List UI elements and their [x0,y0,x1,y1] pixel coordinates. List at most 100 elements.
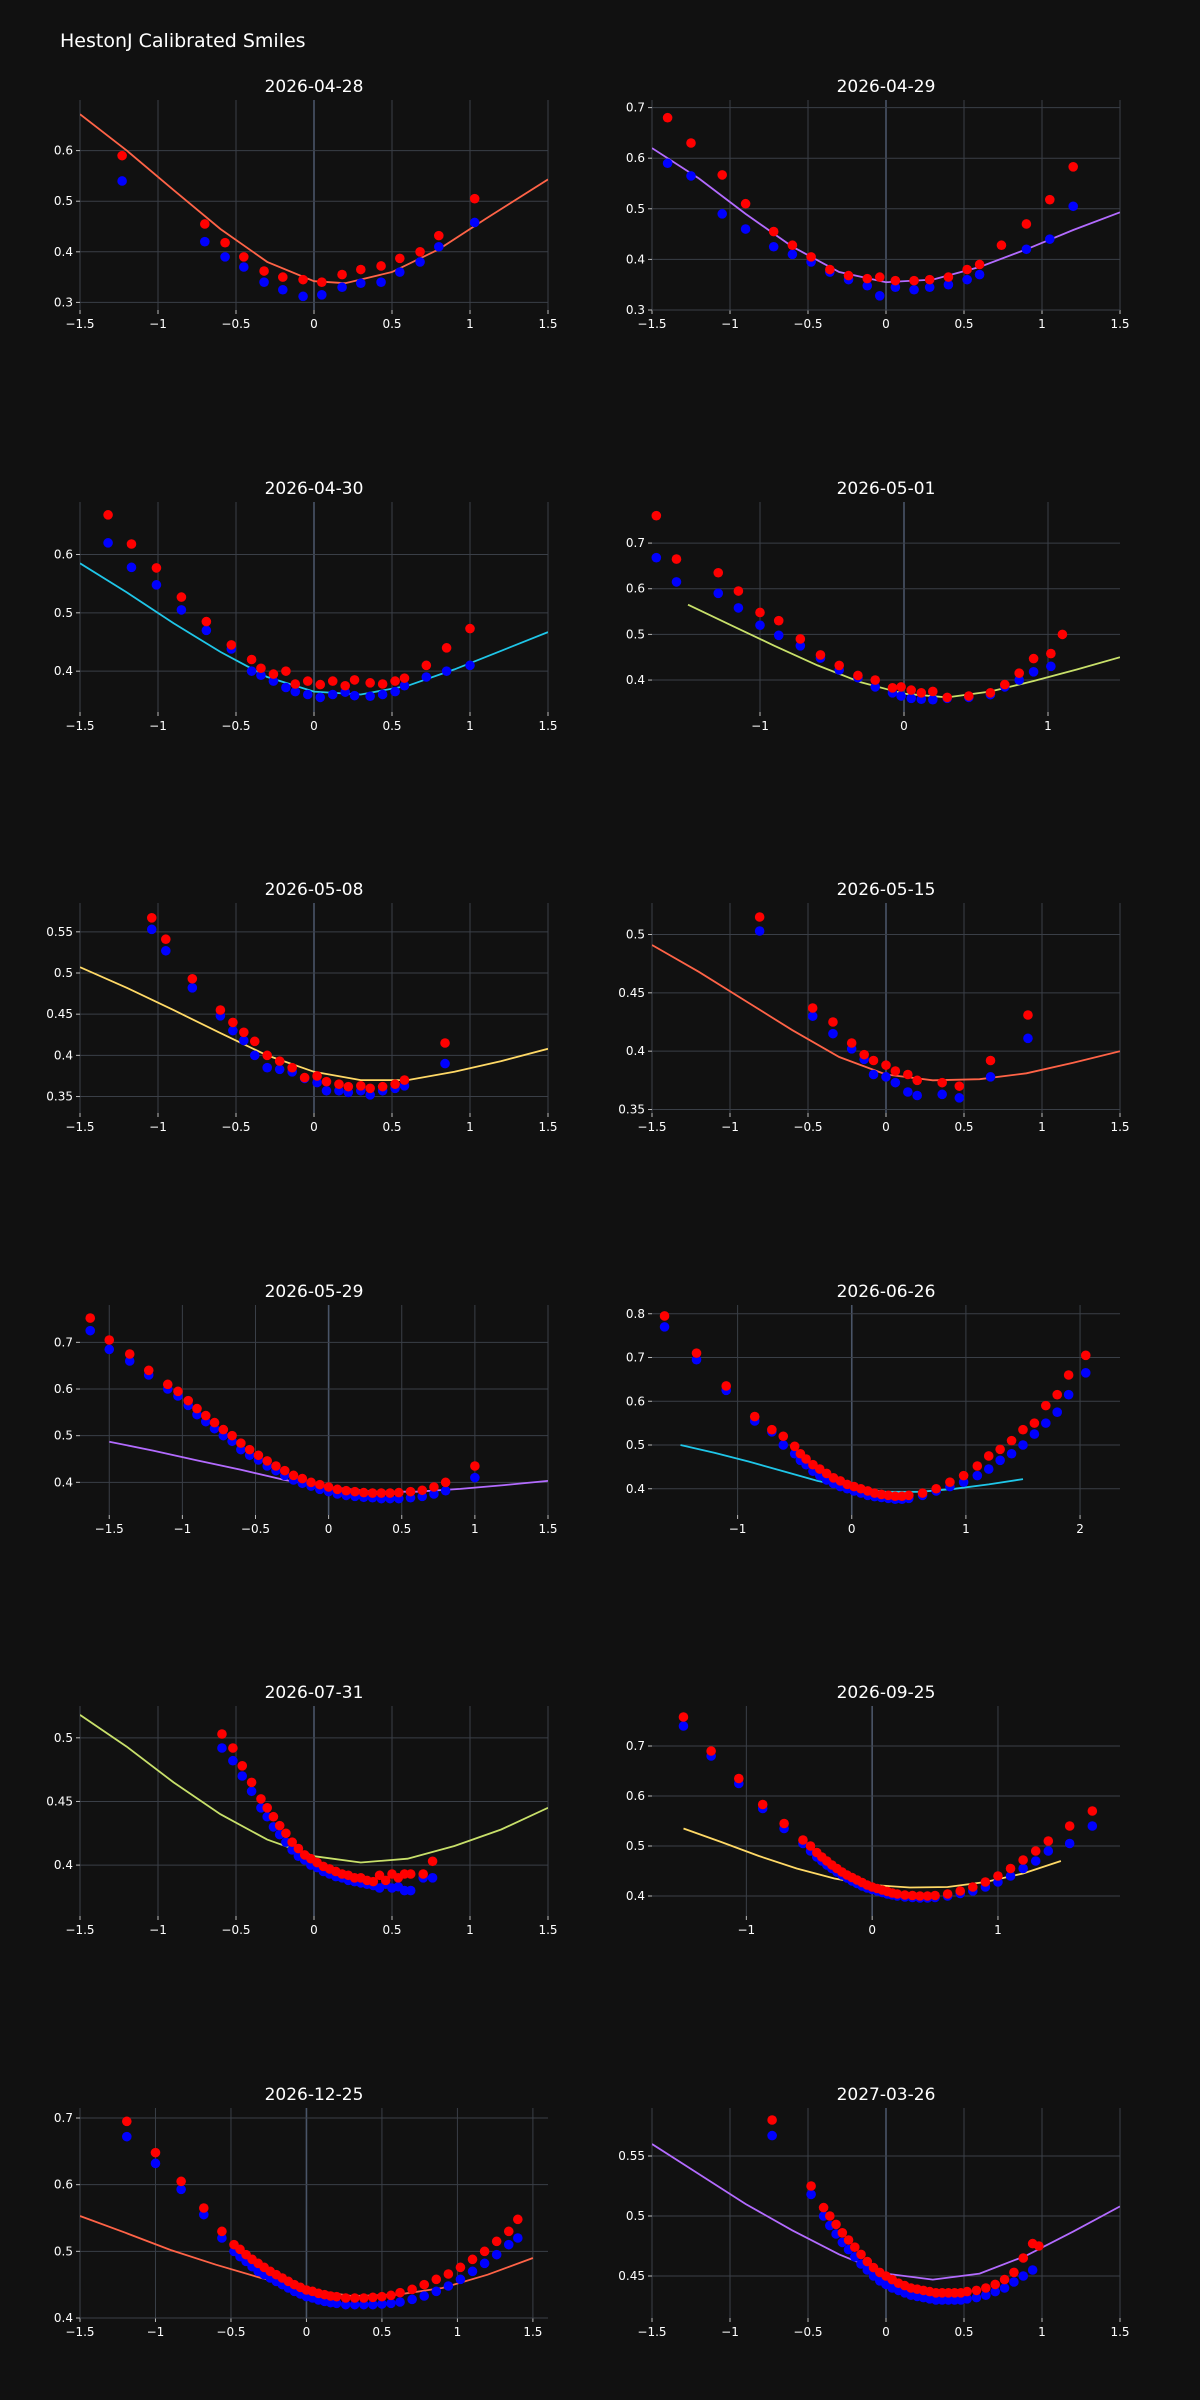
ask-point [220,237,230,248]
bid-point [151,580,162,590]
bid-point [217,1743,227,1753]
ask-point [806,252,816,262]
bid-point [415,257,425,267]
ask-point [1052,1389,1063,1400]
ask-point [942,1889,953,1899]
page-title: HestonJ Calibrated Smiles [60,30,306,52]
ask-point [365,678,375,688]
x-tick-label: −0.5 [221,1923,250,1937]
ask-point [395,253,405,264]
bid-point [828,1028,838,1039]
x-tick-label: −1 [147,2325,165,2339]
bid-point [368,2299,378,2310]
ask-point [443,2269,454,2279]
bid-point [1029,1429,1040,1439]
ask-point [662,112,673,123]
x-tick-label: 1 [1038,317,1046,331]
ask-point [787,240,798,251]
y-tick-label: 0.5 [54,1429,73,1443]
ask-point [200,1410,211,1421]
x-tick-label: −0.5 [221,317,250,331]
ask-point [315,679,326,690]
ask-point [405,1869,416,1879]
ask-point [1006,1435,1017,1446]
x-tick-label: −0.5 [793,317,822,331]
ask-point [239,252,249,262]
y-tick-label: 0.45 [618,2269,645,2283]
bid-point [778,1440,789,1450]
ask-point [915,1891,925,1901]
bid-point [150,2158,161,2169]
x-tick-label: −1.5 [637,2325,666,2339]
ask-point [1018,2253,1029,2263]
bid-point [981,2290,991,2300]
ask-point [327,676,338,686]
smile-chart-10: 2026-09-25 −1 0 1 0.4 0.5 0.6 0.7 [626,1683,1120,1937]
bid-point [713,588,724,599]
y-tick-label: 0.45 [46,1794,73,1808]
bid-point [104,1344,115,1355]
ask-point [807,1003,818,1013]
y-tick-label: 0.3 [54,295,73,309]
ask-point [958,1470,969,1481]
ask-point [881,1060,891,1070]
ask-point [418,1869,429,1879]
bid-point [274,1064,285,1075]
x-tick-label: 1 [466,719,474,733]
ask-point [749,1411,760,1422]
ask-point [467,2254,478,2265]
ask-point [262,1803,272,1813]
ask-point [390,1079,400,1089]
bid-point [962,2294,972,2304]
ask-point [201,616,212,627]
ask-point [1029,1418,1040,1428]
bid-point [440,1058,450,1069]
ask-point [299,1072,310,1083]
ask-point [85,1313,96,1323]
ask-point [288,1470,299,1481]
bid-point [469,217,480,228]
bid-point [937,1089,947,1100]
ask-point [274,1820,285,1831]
bid-point [1063,1389,1074,1400]
ask-point [455,2262,466,2273]
x-tick-label: 1.5 [538,719,557,733]
bid-point [985,1072,996,1082]
bid-point [365,691,375,702]
bid-point [659,1322,670,1332]
x-tick-label: −1.5 [65,1923,94,1937]
x-tick-label: −0.5 [221,1120,250,1134]
ask-point [999,2274,1010,2285]
ask-point [337,269,347,280]
x-tick-label: 1.5 [523,2325,542,2339]
smile-chart-12: 2027-03-26 −1.5 −1 −0.5 0 0.5 1 1.5 0.45 0.5 0.55 [618,2085,1129,2339]
ask-point [415,247,425,257]
smile-chart-11: 2026-12-25 −1.5 −1 −0.5 0 0.5 1 1.5 0.4 0.5 0.6 0.7 [54,2085,548,2339]
ask-point [943,272,954,282]
ask-point [1080,1350,1091,1361]
x-tick-label: 1.5 [538,1923,557,1937]
ask-point [671,554,682,564]
y-tick-label: 0.4 [54,245,73,259]
ask-point [916,688,927,698]
bid-point [1014,675,1024,685]
ask-point [227,1430,237,1441]
ask-point [981,2283,991,2293]
bid-point [768,241,779,252]
ask-point [659,1311,670,1321]
bid-point [491,2249,502,2260]
x-tick-label: 0.5 [382,719,401,733]
ask-point [253,1450,264,1461]
bid-point [733,603,744,613]
ask-point [821,1468,832,1479]
y-tick-label: 0.6 [54,2178,73,2192]
ask-point [356,264,366,275]
ask-point [218,1424,229,1435]
bid-point [246,666,257,676]
fit-curve [80,966,548,1082]
bid-point [201,625,212,636]
ask-point [239,1027,249,1038]
ask-point [271,1461,281,1471]
ask-point [427,1856,438,1867]
bid-point [881,1072,891,1082]
